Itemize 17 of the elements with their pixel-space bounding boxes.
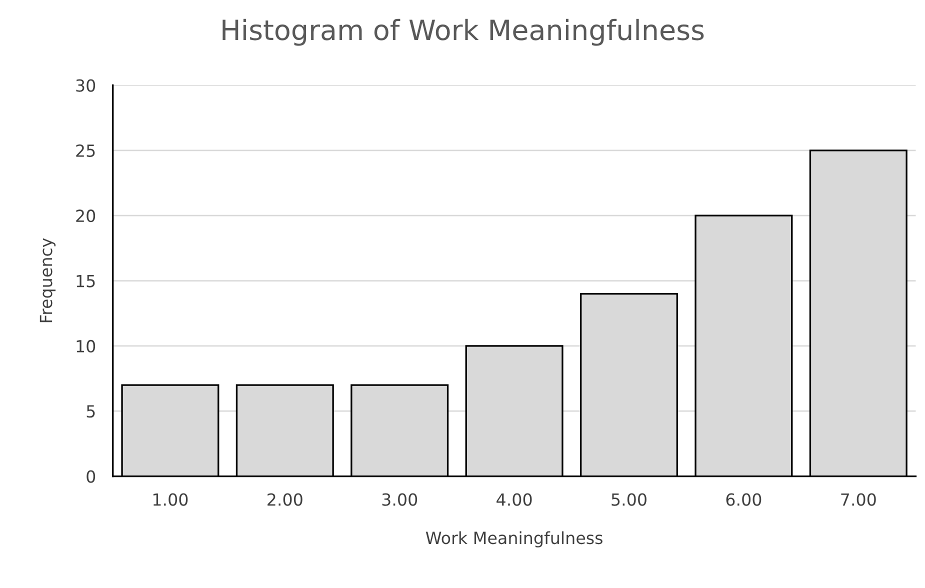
y-tick-label: 25 bbox=[76, 144, 95, 157]
x-tick-label: 6.00 bbox=[726, 493, 762, 506]
x-tick-label: 5.00 bbox=[612, 493, 646, 506]
x-tick-label: 3.00 bbox=[382, 493, 418, 506]
y-tick-label: 15 bbox=[76, 274, 95, 288]
y-tick-label: 0 bbox=[86, 470, 96, 483]
y-tick-label: 5 bbox=[86, 405, 95, 418]
y-tick-label: 10 bbox=[76, 340, 96, 353]
y-tick-label: 20 bbox=[76, 210, 96, 222]
chart-title: Histogram of Work Meaningfulness bbox=[222, 18, 704, 46]
y-axis-title: Frequency bbox=[40, 238, 56, 322]
x-tick-label: 4.00 bbox=[496, 493, 532, 506]
y-tick-label: 30 bbox=[76, 79, 96, 92]
x-tick-label: 7.00 bbox=[841, 493, 876, 506]
x-axis-title: Work Meaningfulness bbox=[426, 531, 602, 548]
x-tick-label: 1.00 bbox=[153, 493, 188, 506]
x-tick-label: 2.00 bbox=[268, 493, 302, 506]
